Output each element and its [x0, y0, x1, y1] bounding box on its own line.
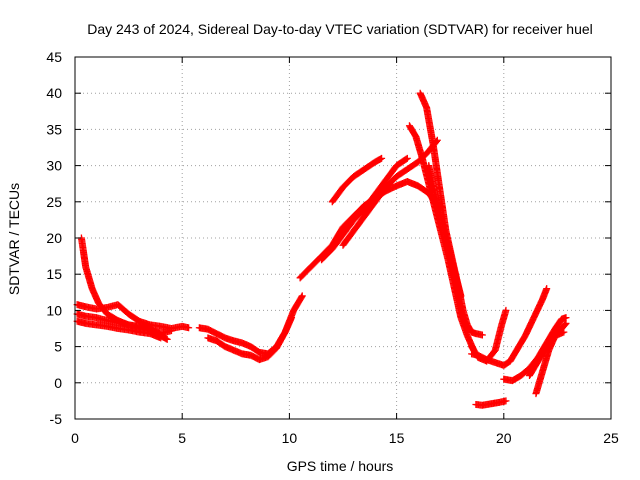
series-trace-6	[204, 314, 296, 364]
series-trace-4	[73, 317, 165, 342]
y-tick-label: 0	[54, 375, 62, 391]
x-tick-label: 0	[71, 430, 79, 446]
data-series	[73, 89, 570, 409]
x-tick-label: 25	[603, 430, 619, 446]
y-tick-label: 5	[54, 339, 62, 355]
data-point	[167, 327, 175, 335]
x-tick-label: 5	[178, 430, 186, 446]
y-tick-label: 20	[46, 230, 62, 246]
y-tick-label: 10	[46, 302, 62, 318]
chart-title: Day 243 of 2024, Sidereal Day-to-day VTE…	[87, 21, 593, 37]
x-tick-label: 20	[496, 430, 512, 446]
y-tick-label: 35	[46, 121, 62, 137]
data-point	[378, 154, 386, 162]
x-tick-label: 15	[389, 430, 405, 446]
data-point	[157, 334, 165, 342]
series-trace-19	[526, 328, 568, 380]
y-tick-label: 40	[46, 85, 62, 101]
data-point	[163, 335, 171, 343]
data-point	[185, 324, 193, 332]
data-point	[298, 293, 306, 301]
series-trace-8	[328, 154, 386, 206]
series-trace-12	[405, 122, 478, 354]
data-point	[402, 155, 410, 163]
axis-ticks: 0 5 10 15 20 25 -5 0 5 10 15 20 25 30 35 40 45	[46, 49, 619, 446]
data-point	[562, 319, 570, 327]
data-point	[502, 306, 510, 314]
data-point	[502, 397, 510, 405]
series-trace-15	[468, 285, 551, 369]
data-point	[478, 331, 486, 339]
y-tick-label: 25	[46, 194, 62, 210]
x-tick-label: 10	[282, 430, 298, 446]
y-tick-label: 45	[46, 49, 62, 65]
x-axis-label: GPS time / hours	[287, 458, 394, 474]
data-point	[543, 285, 551, 293]
data-point	[561, 320, 569, 328]
y-tick-label: 30	[46, 158, 62, 174]
y-tick-label: -5	[50, 411, 63, 427]
series-trace-13	[425, 162, 465, 300]
data-point	[288, 314, 296, 322]
y-tick-label: 15	[46, 266, 62, 282]
data-point	[403, 154, 411, 162]
data-point	[457, 292, 465, 300]
data-point	[560, 328, 568, 336]
series-trace-16	[472, 397, 510, 409]
data-point	[298, 292, 306, 300]
y-axis-label: SDTVAR / TECUs	[6, 183, 22, 295]
